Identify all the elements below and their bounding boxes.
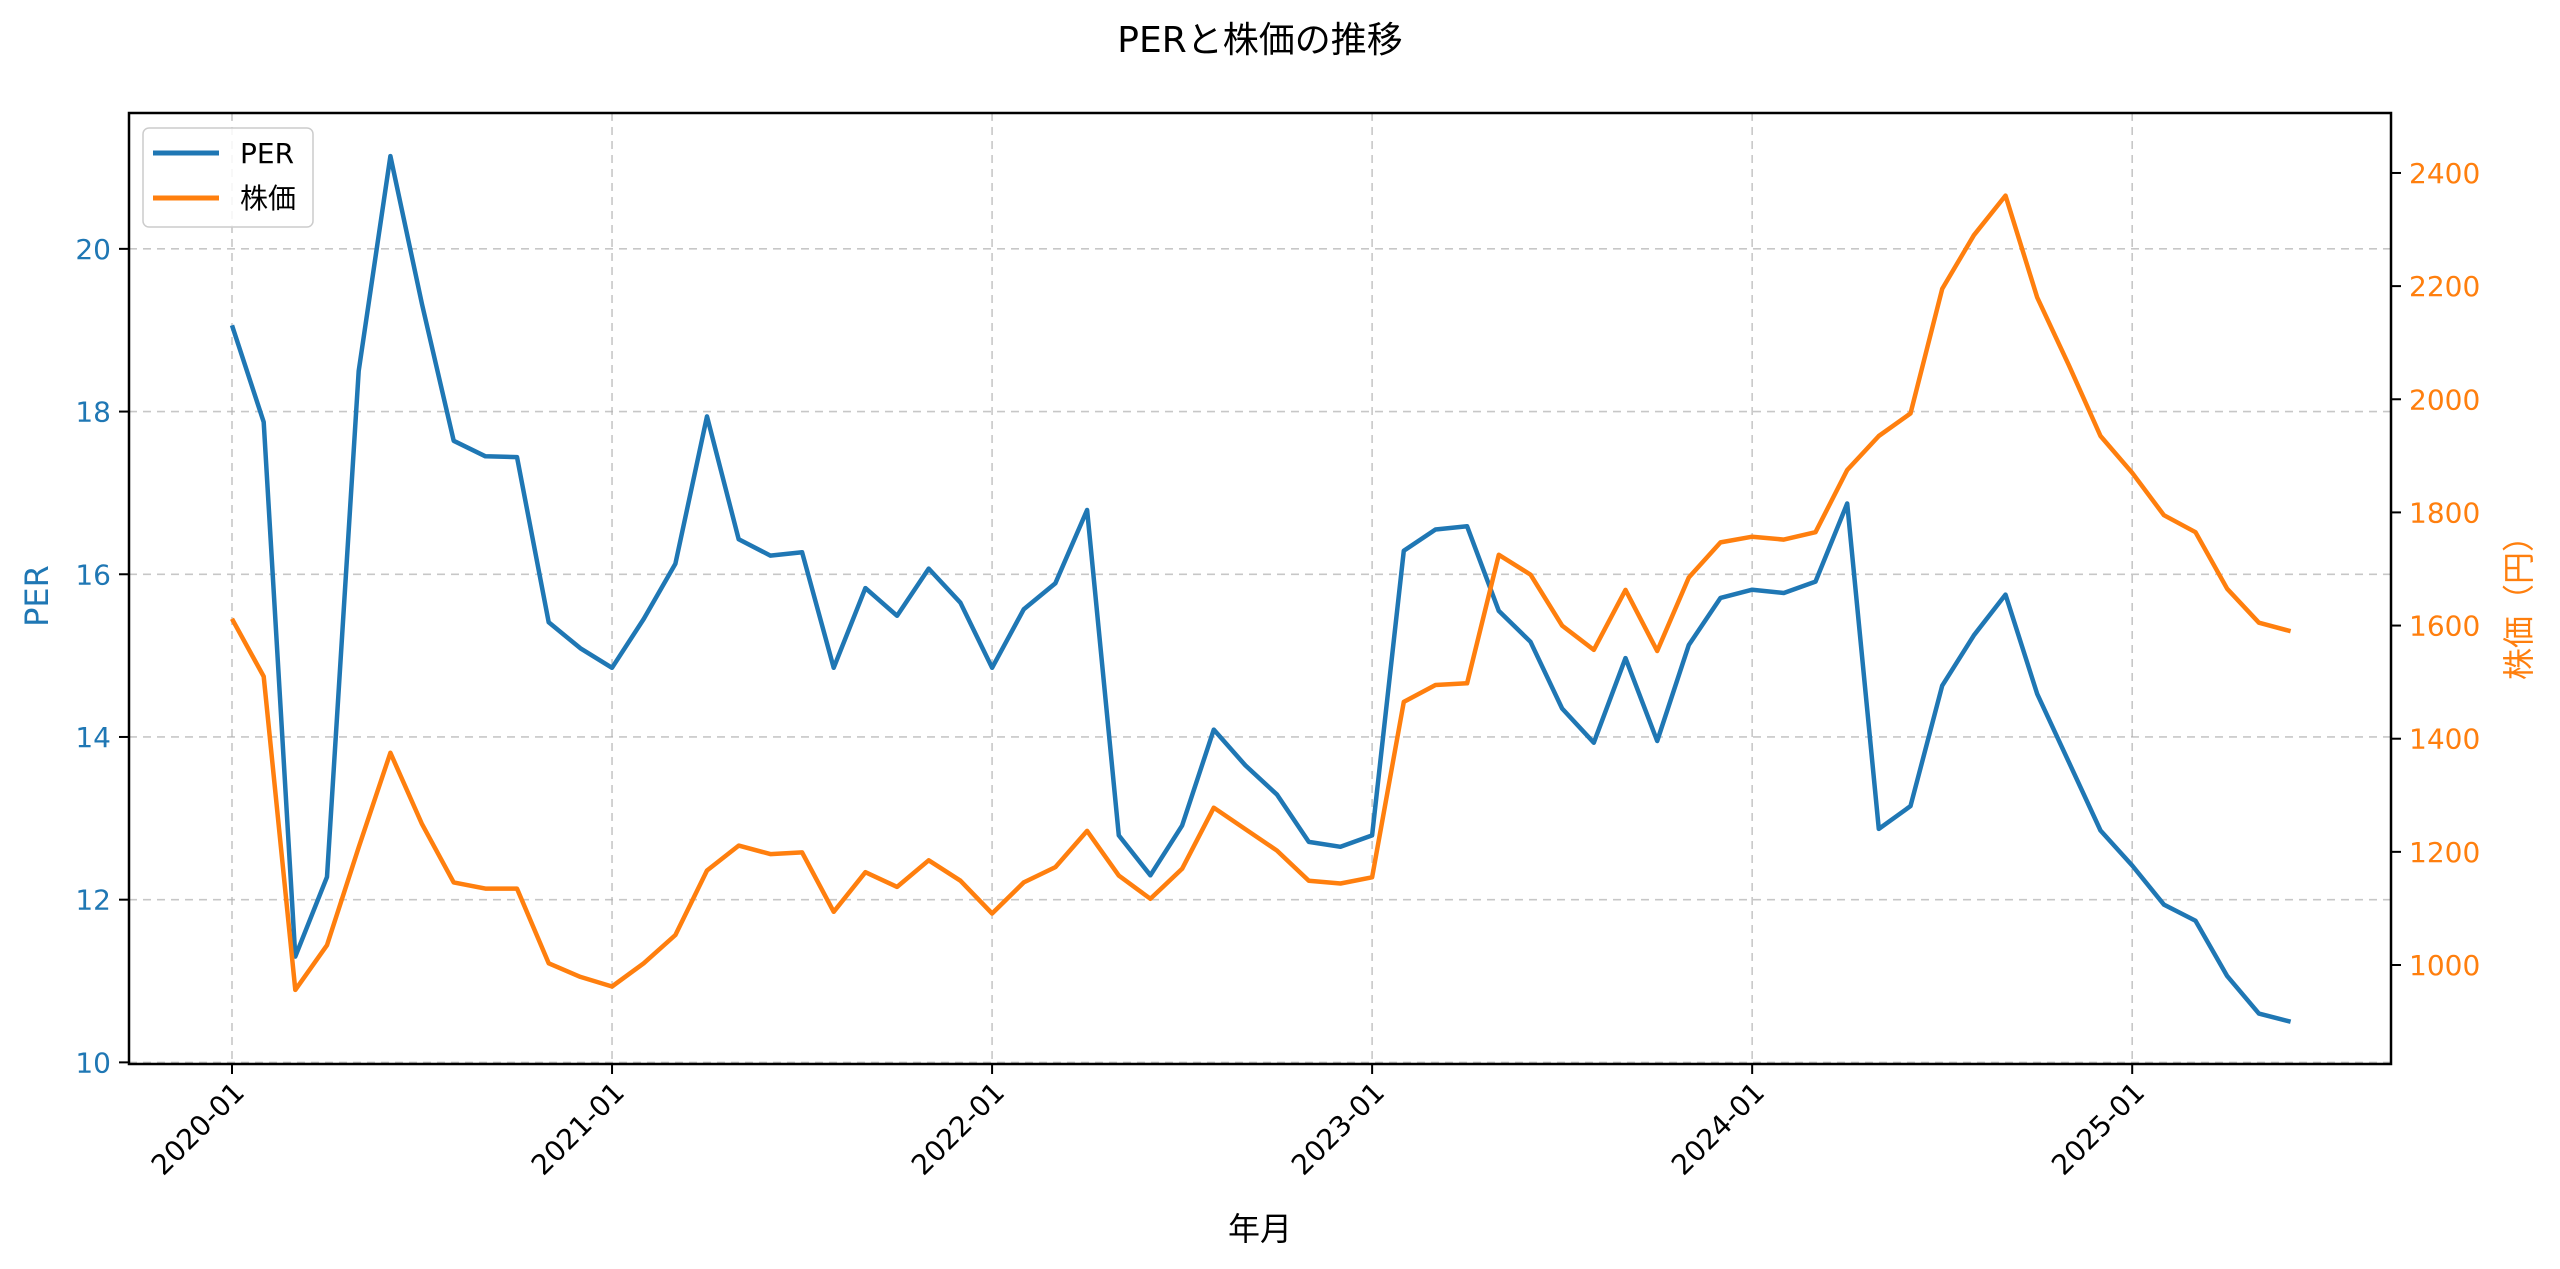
plot-series xyxy=(229,153,2292,1024)
x-tick-label: 2024-01 xyxy=(1665,1076,1771,1182)
x-axis: 2020-01 2021-01 2022-01 2023-01 2024-01 2025-… xyxy=(145,1064,2151,1182)
x-tick-label: 2025-01 xyxy=(2045,1076,2151,1182)
left-tick-label: 18 xyxy=(75,396,111,429)
x-tick-label: 2023-01 xyxy=(1285,1076,1391,1182)
plot-frame xyxy=(127,111,2393,1066)
left-tick-label: 14 xyxy=(75,721,111,754)
price-line xyxy=(230,193,2292,993)
x-tick-label: 2020-01 xyxy=(145,1076,251,1182)
left-tick-label: 10 xyxy=(75,1046,111,1079)
grid-lines xyxy=(129,113,2391,1064)
right-tick-label: 1800 xyxy=(2409,496,2480,529)
x-tick-label: 2022-01 xyxy=(905,1076,1011,1182)
left-y-axis: 10 12 14 16 18 20 xyxy=(75,233,129,1079)
x-axis-label: 年月 xyxy=(1228,1210,1292,1248)
per-line xyxy=(229,153,2292,1024)
right-tick-label: 1400 xyxy=(2409,723,2480,756)
right-tick-label: 1600 xyxy=(2409,610,2480,643)
chart-title: PERと株価の推移 xyxy=(1117,20,1402,61)
left-tick-label: 12 xyxy=(75,884,111,917)
right-tick-label: 2400 xyxy=(2409,157,2480,190)
legend-per-label: PER xyxy=(240,137,294,170)
right-y-axis: 1000 1200 1400 1600 1800 2000 2200 2400 xyxy=(2391,157,2480,982)
legend: PER 株価 xyxy=(142,127,314,228)
left-tick-label: 20 xyxy=(75,233,111,266)
right-tick-label: 2200 xyxy=(2409,270,2480,303)
left-tick-label: 16 xyxy=(75,558,111,591)
x-tick-label: 2021-01 xyxy=(525,1076,631,1182)
right-tick-label: 1000 xyxy=(2409,949,2480,982)
right-tick-label: 2000 xyxy=(2409,383,2480,416)
left-y-axis-label: PER xyxy=(18,565,56,627)
legend-price-label: 株価 xyxy=(240,182,296,215)
right-y-axis-label: 株価（円） xyxy=(2500,520,2538,680)
right-tick-label: 1200 xyxy=(2409,836,2480,869)
